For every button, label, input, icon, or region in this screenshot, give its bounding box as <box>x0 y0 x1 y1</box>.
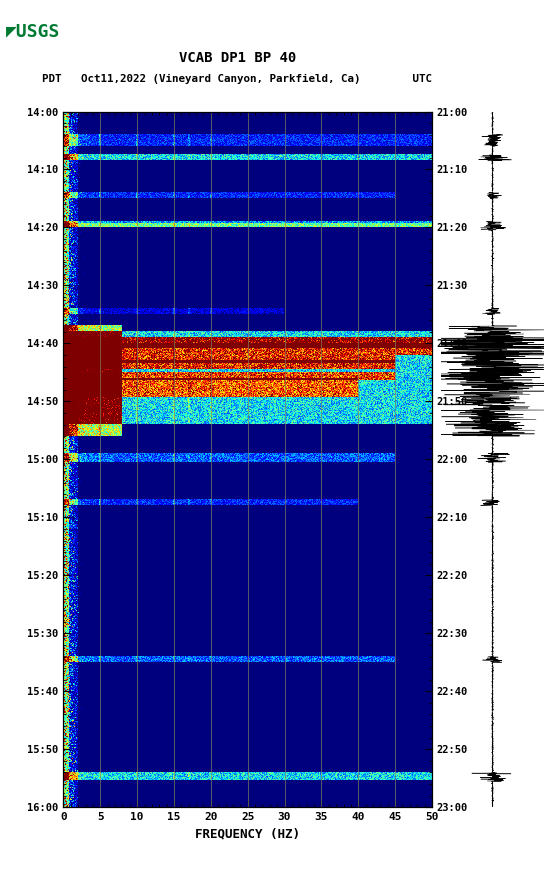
X-axis label: FREQUENCY (HZ): FREQUENCY (HZ) <box>195 828 300 840</box>
Text: PDT   Oct11,2022 (Vineyard Canyon, Parkfield, Ca)        UTC: PDT Oct11,2022 (Vineyard Canyon, Parkfie… <box>43 73 432 84</box>
Text: VCAB DP1 BP 40: VCAB DP1 BP 40 <box>179 51 296 65</box>
Text: ◤USGS: ◤USGS <box>6 22 60 40</box>
